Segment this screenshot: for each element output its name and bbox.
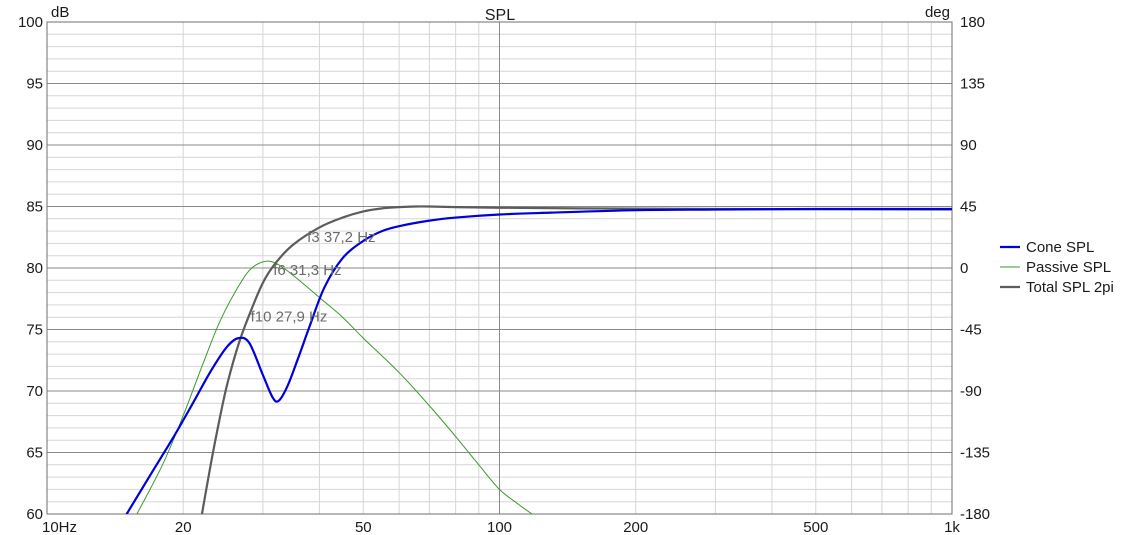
y-tick-right: -135 bbox=[960, 445, 990, 462]
y-tick-left: 100 bbox=[18, 14, 43, 31]
y-axis-right-unit: deg bbox=[925, 4, 950, 21]
y-axis-left-unit: dB bbox=[51, 4, 69, 21]
series-line-cone-spl bbox=[125, 207, 952, 514]
series-line-total-spl-2pi bbox=[200, 205, 952, 514]
legend-label: Cone SPL bbox=[1026, 239, 1094, 256]
y-tick-right: 135 bbox=[960, 76, 985, 93]
y-tick-left: 65 bbox=[26, 445, 43, 462]
annotation-label: f3 37,2 Hz bbox=[307, 229, 375, 246]
x-tick: 10Hz bbox=[42, 519, 77, 535]
grid bbox=[46, 21, 953, 515]
y-tick-right: 0 bbox=[960, 260, 968, 277]
y-tick-left: 85 bbox=[26, 199, 43, 216]
y-tick-left: 70 bbox=[26, 383, 43, 400]
y-tick-right: 180 bbox=[960, 14, 985, 31]
y-tick-left: 75 bbox=[26, 322, 43, 339]
annotation-label: f6 31,3 Hz bbox=[273, 262, 341, 279]
series-layer bbox=[125, 205, 952, 514]
annotations: f3 37,2 Hz f6 31,3 Hz f10 27,9 Hz bbox=[251, 229, 376, 326]
ticks: 100 95 90 85 80 75 70 65 60 180 135 90 45 0 -45 -90 -135… bbox=[18, 14, 990, 535]
y-tick-right: 90 bbox=[960, 137, 977, 154]
y-tick-right: -90 bbox=[960, 383, 982, 400]
series-line-passive-spl bbox=[136, 260, 533, 514]
x-tick: 200 bbox=[623, 519, 648, 535]
y-tick-right: -180 bbox=[960, 506, 990, 523]
legend: Cone SPL Passive SPL Total SPL 2pi bbox=[1000, 239, 1114, 296]
chart-title: SPL bbox=[485, 7, 515, 24]
x-tick: 1k bbox=[944, 519, 960, 535]
x-tick: 100 bbox=[487, 519, 512, 535]
y-tick-right: 45 bbox=[960, 199, 977, 216]
y-tick-left: 95 bbox=[26, 76, 43, 93]
legend-label: Passive SPL bbox=[1026, 259, 1111, 276]
plot-frame bbox=[46, 21, 953, 515]
y-tick-left: 90 bbox=[26, 137, 43, 154]
legend-label: Total SPL 2pi bbox=[1026, 279, 1114, 296]
x-tick: 500 bbox=[803, 519, 828, 535]
x-tick: 20 bbox=[175, 519, 192, 535]
y-tick-left: 60 bbox=[26, 506, 43, 523]
annotation-label: f10 27,9 Hz bbox=[251, 309, 328, 326]
y-tick-right: -45 bbox=[960, 322, 982, 339]
y-tick-left: 80 bbox=[26, 260, 43, 277]
x-tick: 50 bbox=[355, 519, 372, 535]
